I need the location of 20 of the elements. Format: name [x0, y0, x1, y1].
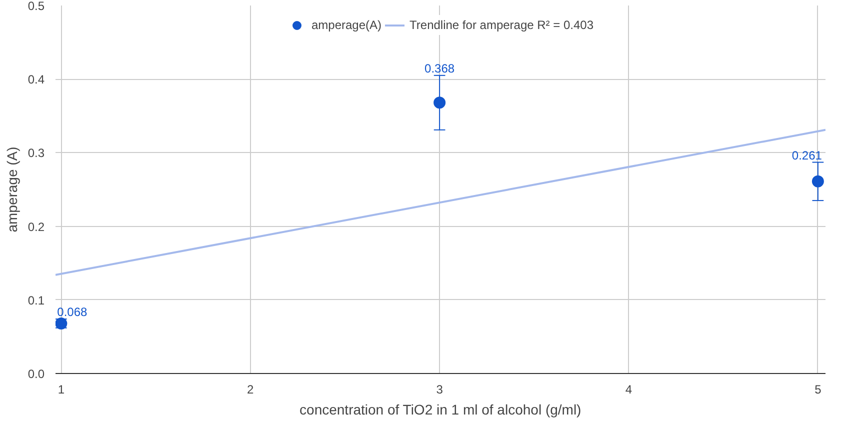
x-tick-label: 5: [814, 382, 822, 396]
point: [434, 96, 446, 109]
y-tick-label: 0.1: [28, 293, 45, 308]
x-tick-label: 1: [58, 382, 65, 396]
y-tick-label: 0.4: [28, 72, 45, 87]
data-label: 0.068: [57, 305, 88, 320]
y-tick-label: 0.5: [28, 0, 45, 13]
point: [812, 175, 824, 188]
y-tick-label: 0.0: [28, 367, 45, 381]
legend-label: Trendline for amperage R² = 0.403: [410, 18, 594, 32]
data-label: 0.368: [424, 61, 455, 76]
y-tick-label: 0.2: [28, 220, 45, 234]
x-tick-label: 2: [247, 382, 254, 396]
x-axis-title: concentration of TiO2 in 1 ml of alcohol (g/ml): [300, 402, 582, 418]
data-label: 0.261: [792, 148, 822, 162]
y-axis-title: amperage (A): [4, 146, 20, 232]
y-tick-label: 0.3: [28, 146, 45, 160]
x-tick-label: 3: [436, 382, 444, 396]
x-tick-label: 4: [625, 382, 632, 396]
legend-label: amperage(A): [311, 18, 382, 32]
